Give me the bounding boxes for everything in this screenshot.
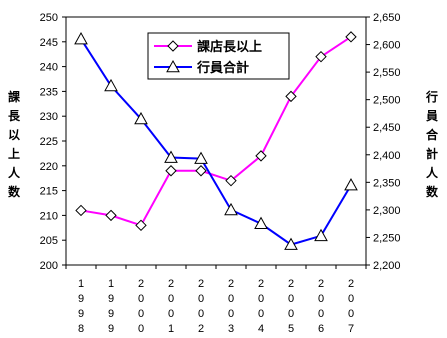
left-tick-label: 200 xyxy=(40,260,58,272)
left-tick-label: 205 xyxy=(40,235,58,247)
right-tick-label: 2,300 xyxy=(373,205,401,217)
diamond-marker xyxy=(255,150,267,162)
right-axis-ticks: 2,200 2,250 2,300 2,350 2,400 2,450 2,500 2,550… xyxy=(366,12,401,272)
diamond-marker xyxy=(285,90,297,103)
left-tick-label: 240 xyxy=(40,62,58,74)
right-tick-label: 2,650 xyxy=(373,12,401,24)
diamond-marker xyxy=(195,165,207,177)
triangle-marker xyxy=(314,228,328,242)
right-tick-label: 2,600 xyxy=(373,40,401,52)
left-tick-label: 235 xyxy=(40,86,58,98)
left-tick-label: 215 xyxy=(40,186,58,198)
diamond-marker xyxy=(225,174,237,187)
diamond-marker xyxy=(345,31,357,43)
right-tick-label: 2,200 xyxy=(373,260,401,272)
triangle-marker xyxy=(74,32,88,45)
left-tick-label: 225 xyxy=(40,136,58,148)
diamond-marker xyxy=(105,209,117,222)
left-tick-label: 220 xyxy=(40,161,58,173)
triangle-marker xyxy=(104,78,118,92)
series-left xyxy=(75,31,357,232)
series-line xyxy=(80,36,352,227)
triangle-marker xyxy=(254,216,268,229)
right-tick-label: 2,250 xyxy=(373,232,401,244)
left-tick-label: 245 xyxy=(40,37,58,49)
series-line xyxy=(80,38,352,246)
plot-area-frame xyxy=(65,16,367,266)
y-axis-label-right: 行員合計人数 xyxy=(425,89,439,199)
right-tick-label: 2,450 xyxy=(373,122,401,134)
series-right xyxy=(74,32,358,250)
triangle-marker xyxy=(344,178,358,191)
diamond-marker xyxy=(165,165,177,177)
right-tick-label: 2,500 xyxy=(373,95,401,107)
left-tick-label: 210 xyxy=(40,210,58,222)
diamond-marker xyxy=(75,204,87,217)
triangle-marker xyxy=(166,59,180,73)
y-axis-label-left: 課長以上人数 xyxy=(8,89,21,199)
left-axis-ticks: 200 205 210 215 220 225 230 235 240 245 250 xyxy=(40,12,66,272)
diamond-marker xyxy=(315,50,327,63)
triangle-marker xyxy=(224,202,238,216)
triangle-marker xyxy=(194,151,208,164)
legend-label: 課店長以上 xyxy=(197,39,262,55)
left-tick-label: 230 xyxy=(40,111,58,123)
right-tick-label: 2,350 xyxy=(373,177,401,189)
right-tick-label: 2,550 xyxy=(373,67,401,79)
x-axis-ticks: 1 9 9 8 1 9 9 9 2 0 0 0 2 0 0 1 2 0 0 2 2 0 0 3 2 0 0 4 2 0 0 5 2 0 0 6 2 0 0 7 xyxy=(65,265,367,335)
diamond-marker xyxy=(167,40,179,52)
triangle-marker xyxy=(134,111,148,125)
triangle-marker xyxy=(164,150,178,163)
triangle-marker xyxy=(284,237,298,250)
legend-label: 行員合計 xyxy=(196,60,249,76)
right-tick-label: 2,400 xyxy=(373,150,401,162)
series-layer xyxy=(74,31,358,250)
diamond-marker xyxy=(135,219,147,232)
left-tick-label: 250 xyxy=(40,12,58,24)
